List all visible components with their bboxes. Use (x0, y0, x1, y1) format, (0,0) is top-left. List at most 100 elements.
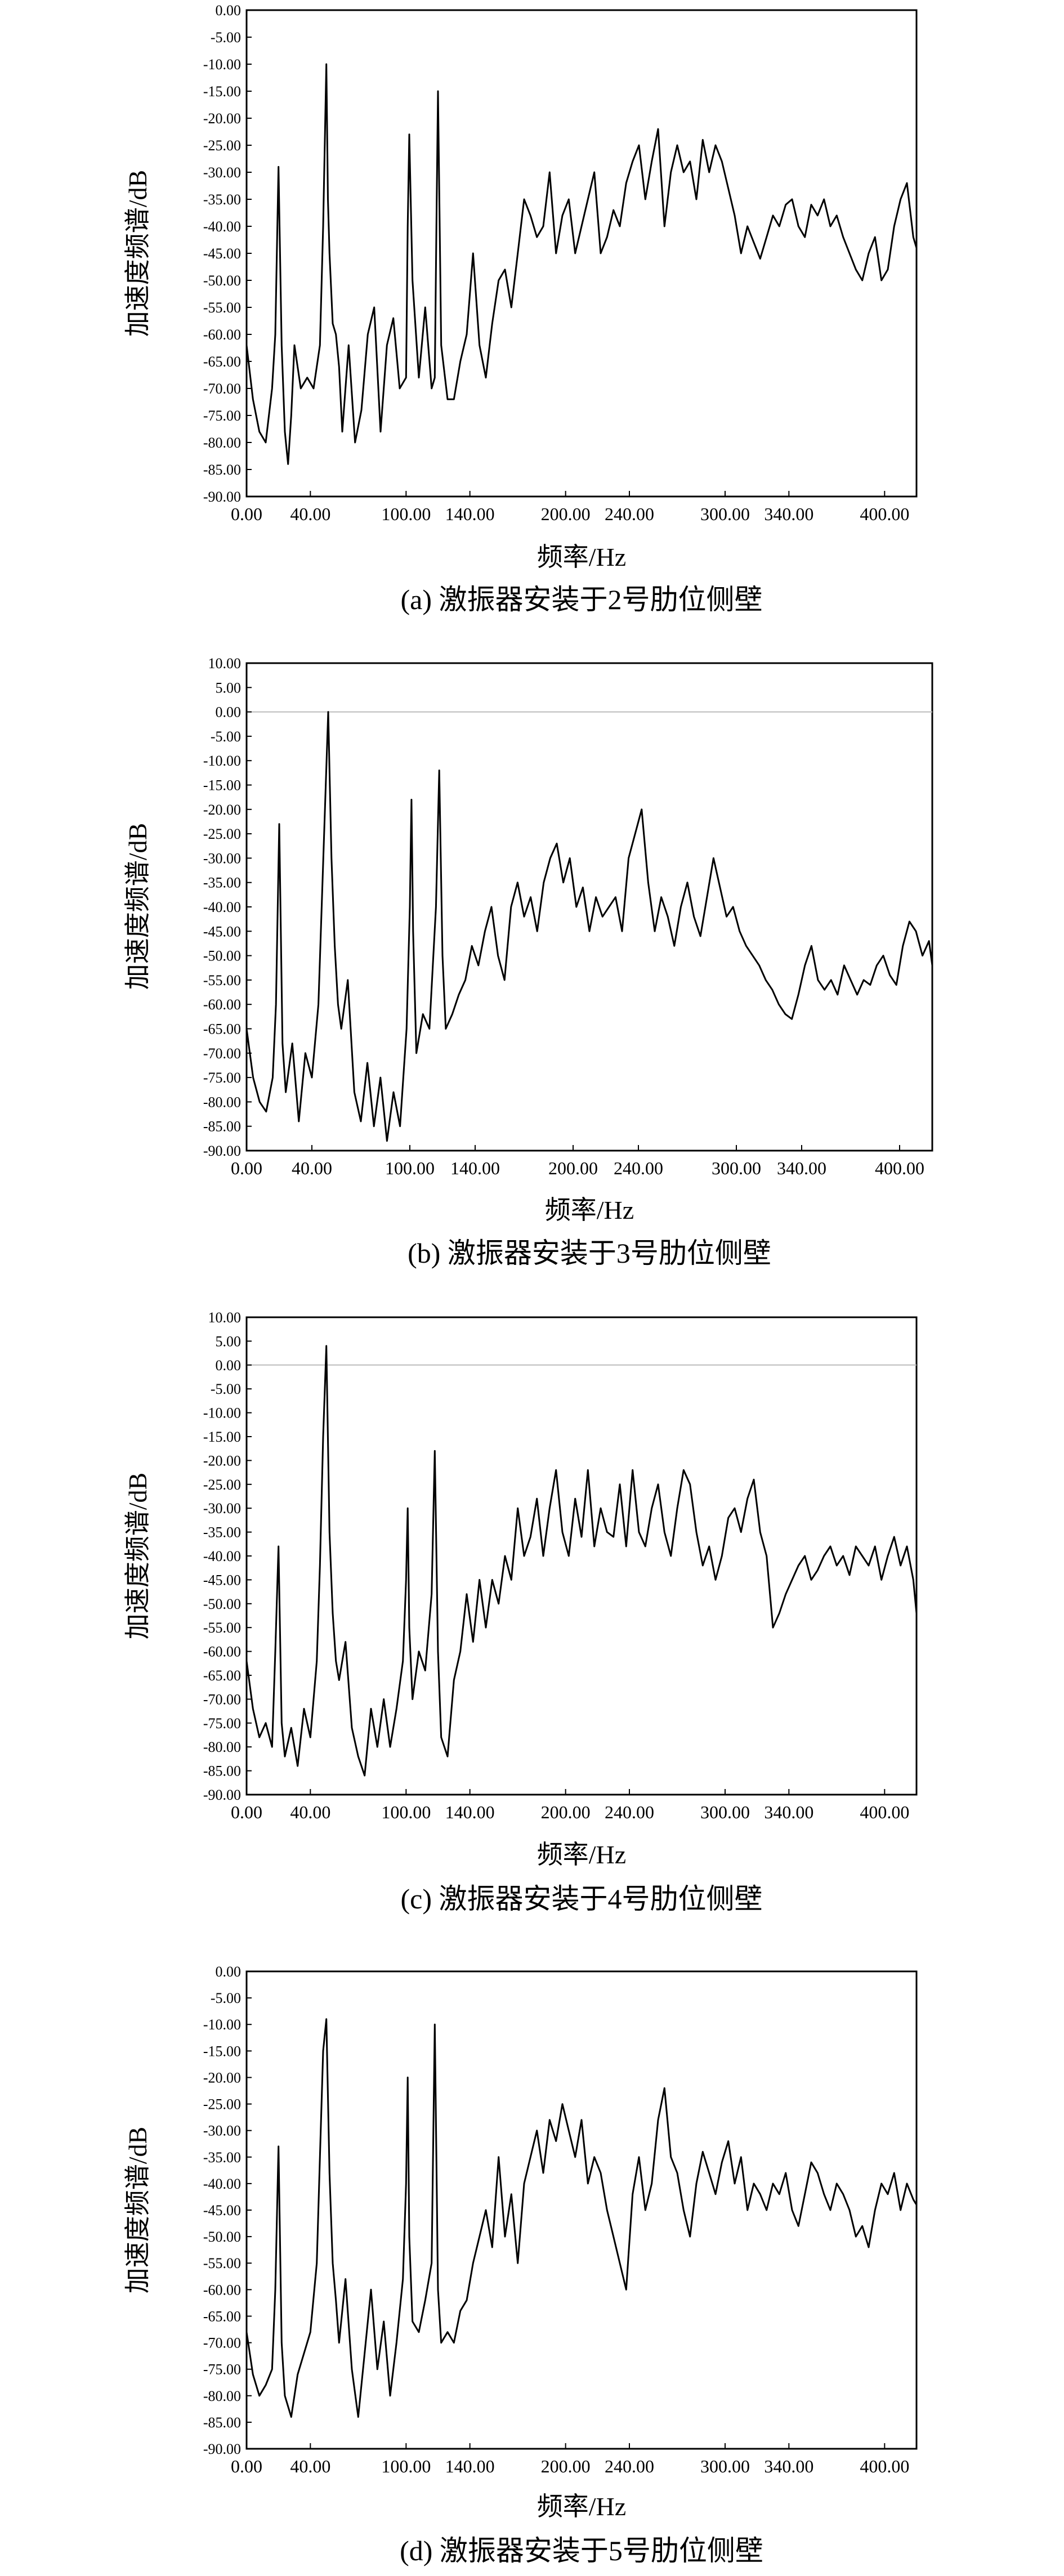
x-tick-label: 200.00 (541, 504, 591, 524)
y-tick-label: 10.00 (208, 655, 242, 672)
series-line-b (245, 711, 933, 1142)
x-ticks-a: 0.00 40.00 100.00 140.00 200.00 240.00 300.00 3… (231, 491, 909, 524)
y-tick-label: -90.00 (203, 2441, 241, 2457)
x-ticks-c: 0.00 40.00 100.00 140.00 200.00 240.00 300.00 3… (231, 1789, 909, 1822)
y-tick-label: -40.00 (203, 899, 241, 915)
y-tick-label: -25.00 (203, 137, 241, 154)
x-tick-label: 340.00 (777, 1158, 826, 1178)
y-tick-label: -5.00 (211, 1990, 241, 2006)
y-tick-label: -40.00 (203, 2176, 241, 2192)
y-tick-label: -70.00 (203, 381, 241, 397)
x-tick-label: 100.00 (381, 504, 431, 524)
x-tick-label: 340.00 (764, 504, 813, 524)
y-tick-label: -75.00 (203, 2362, 241, 2378)
y-tick-label: -35.00 (203, 1524, 241, 1541)
x-tick-label: 400.00 (860, 2456, 909, 2476)
y-tick-label: -85.00 (203, 1763, 241, 1779)
y-tick-label: -50.00 (203, 1596, 241, 1612)
series-line-d (245, 2018, 918, 2418)
caption-a: (a) 激振器安装于2号肋位侧壁 (401, 584, 763, 615)
x-axis-label-d: 频率/Hz (537, 2492, 626, 2521)
y-tick-label: 0.00 (216, 1964, 242, 1980)
panel-a: 0.00 -5.00 -10.00 -15.00 -20.00 -25.00 -30.00 -… (123, 2, 918, 615)
x-tick-label: 140.00 (445, 504, 495, 524)
y-ticks-d: 0.00 -5.00 -10.00 -15.00 -20.00 -25.00 -30.00 -… (203, 1964, 252, 2457)
caption-c: (c) 激振器安装于4号肋位侧壁 (401, 1883, 763, 1915)
panel-c: 10.00 5.00 0.00 -5.00 -10.00 -15.00 -20.00 -25.… (123, 1309, 918, 1915)
y-tick-label: -90.00 (203, 489, 241, 505)
y-tick-label: -60.00 (203, 1644, 241, 1660)
y-tick-label: -90.00 (203, 1787, 241, 1803)
y-tick-label: -60.00 (203, 996, 241, 1013)
x-tick-label: 240.00 (605, 504, 654, 524)
x-tick-label: 400.00 (860, 1802, 909, 1822)
y-tick-label: -55.00 (203, 972, 241, 989)
y-tick-label: -45.00 (203, 923, 241, 940)
y-tick-label: -15.00 (203, 2043, 241, 2059)
y-tick-label: -45.00 (203, 2202, 241, 2219)
y-tick-label: -30.00 (203, 850, 241, 866)
x-tick-label: 140.00 (450, 1158, 500, 1178)
x-tick-label: 340.00 (764, 1802, 813, 1822)
x-tick-label: 240.00 (605, 1802, 654, 1822)
y-tick-label: -90.00 (203, 1143, 241, 1159)
x-ticks-b: 0.00 40.00 100.00 140.00 200.00 240.00 300.00 3… (231, 1145, 924, 1178)
y-tick-label: -80.00 (203, 435, 241, 451)
x-axis-label-a: 频率/Hz (537, 543, 626, 571)
x-tick-label: 200.00 (541, 1802, 591, 1822)
y-tick-label: -10.00 (203, 1405, 241, 1421)
y-tick-label: -5.00 (211, 728, 241, 745)
x-tick-label: 340.00 (764, 2456, 813, 2476)
y-tick-label: -10.00 (203, 56, 241, 73)
y-ticks-a: 0.00 -5.00 -10.00 -15.00 -20.00 -25.00 -30.00 -… (203, 2, 252, 505)
y-axis-label-d: 加速度频谱/dB (123, 2127, 152, 2293)
y-tick-label: -55.00 (203, 1620, 241, 1636)
x-tick-label: 200.00 (548, 1158, 598, 1178)
x-tick-label: 240.00 (614, 1158, 663, 1178)
y-tick-label: -50.00 (203, 2229, 241, 2245)
panel-b: 10.00 5.00 0.00 -5.00 -10.00 -15.00 -20.00 -25.… (123, 655, 933, 1269)
y-tick-label: -10.00 (203, 753, 241, 769)
x-tick-label: 300.00 (700, 1802, 750, 1822)
x-tick-label: 0.00 (231, 1158, 262, 1178)
y-tick-label: -20.00 (203, 802, 241, 818)
x-tick-label: 100.00 (381, 1802, 431, 1822)
y-axis-label-c: 加速度频谱/dB (123, 1473, 152, 1639)
x-tick-label: 40.00 (290, 2456, 330, 2476)
y-tick-label: -40.00 (203, 218, 241, 235)
x-tick-label: 240.00 (605, 2456, 654, 2476)
y-tick-label: -15.00 (203, 1429, 241, 1445)
x-tick-label: 300.00 (700, 2456, 750, 2476)
y-tick-label: 5.00 (216, 1333, 242, 1349)
x-tick-label: 40.00 (290, 504, 330, 524)
y-tick-label: -25.00 (203, 2096, 241, 2113)
x-tick-label: 400.00 (875, 1158, 924, 1178)
x-tick-label: 40.00 (290, 1802, 330, 1822)
y-tick-label: -65.00 (203, 2308, 241, 2324)
y-tick-label: -80.00 (203, 1739, 241, 1755)
y-tick-label: -35.00 (203, 191, 241, 208)
y-tick-label: 10.00 (208, 1309, 242, 1326)
y-tick-label: -75.00 (203, 1070, 241, 1086)
y-tick-label: -30.00 (203, 164, 241, 181)
x-ticks-d: 0.00 40.00 100.00 140.00 200.00 240.00 300.00 3… (231, 2443, 909, 2476)
y-tick-label: -50.00 (203, 272, 241, 289)
y-tick-label: -80.00 (203, 1094, 241, 1110)
y-tick-label: -70.00 (203, 2335, 241, 2351)
x-tick-label: 300.00 (712, 1158, 761, 1178)
y-tick-label: -65.00 (203, 1021, 241, 1037)
series-line-c (245, 1345, 918, 1777)
y-tick-label: -85.00 (203, 462, 241, 478)
y-tick-label: -25.00 (203, 1477, 241, 1493)
y-tick-label: -55.00 (203, 2255, 241, 2271)
y-tick-label: 0.00 (216, 1357, 242, 1374)
x-axis-label-c: 频率/Hz (537, 1840, 626, 1869)
y-ticks-c: 10.00 5.00 0.00 -5.00 -10.00 -15.00 -20.00 -25.… (203, 1309, 252, 1803)
x-tick-label: 400.00 (860, 504, 909, 524)
y-tick-label: -70.00 (203, 1045, 241, 1062)
y-tick-label: -60.00 (203, 2282, 241, 2298)
x-axis-label-b: 频率/Hz (545, 1196, 634, 1224)
y-tick-label: -80.00 (203, 2388, 241, 2404)
